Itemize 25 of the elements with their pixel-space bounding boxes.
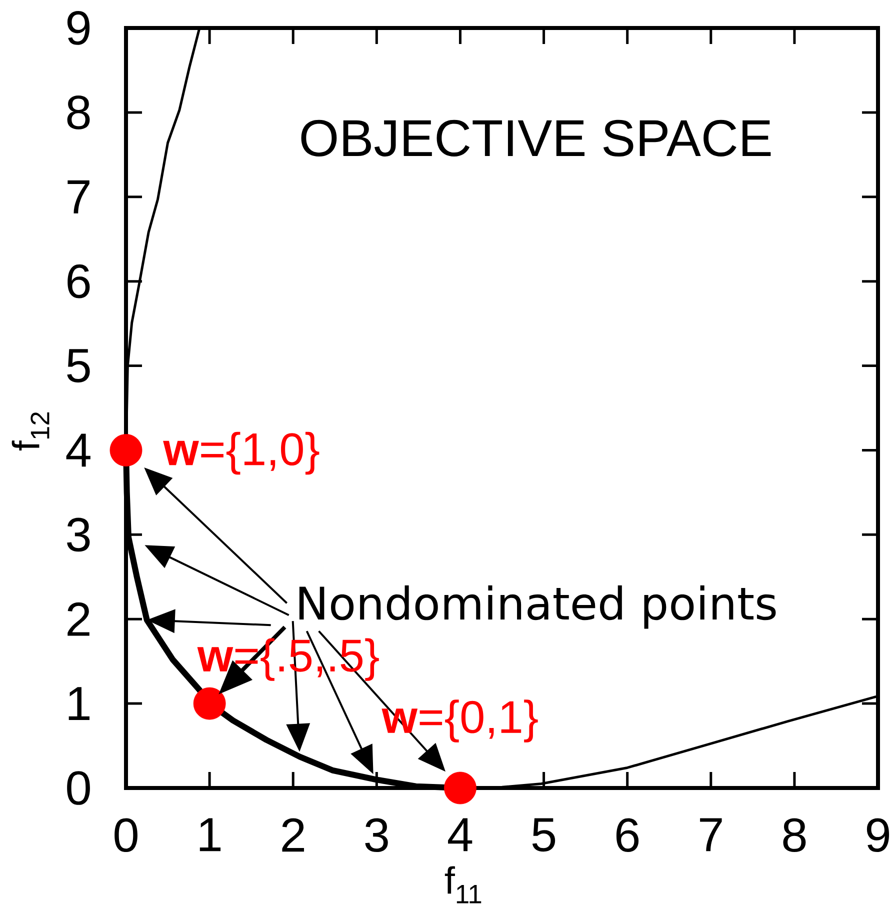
x-tick-label: 9 <box>866 818 890 852</box>
y-tick-label: 3 <box>67 518 90 552</box>
x-tick-label: 5 <box>532 818 556 852</box>
x-axis-title: f$_{11}$ <box>444 866 482 904</box>
text: OBJECTIVE SPACE <box>301 120 771 157</box>
y-tick-label: 0 <box>67 771 90 805</box>
x-tick-label: 2 <box>282 818 304 852</box>
x-tick-label: 3 <box>365 818 388 852</box>
y-tick-label: 2 <box>68 602 90 636</box>
x-tick-label: 7 <box>700 818 722 852</box>
x-tick-label: 0 <box>114 818 138 852</box>
x-tick-label: 4 <box>448 818 472 852</box>
y-axis-title: f$_{12}$ <box>12 412 50 451</box>
annotation: w={1,0} <box>163 432 320 475</box>
y-tick-label: 9 <box>67 11 90 45</box>
y-tick-label: 5 <box>67 349 90 382</box>
y-tick-label: 4 <box>66 434 90 467</box>
y-tick-label: 1 <box>68 687 90 720</box>
x-tick-label: 1 <box>200 818 221 852</box>
x-tick-label: 6 <box>616 818 639 852</box>
y-tick-label: 7 <box>68 180 90 214</box>
x-tick-label: 8 <box>783 818 806 852</box>
y-tick-label: 6 <box>68 264 90 298</box>
annotation: Nondominated points <box>299 585 776 629</box>
y-tick-label: 8 <box>67 96 90 130</box>
